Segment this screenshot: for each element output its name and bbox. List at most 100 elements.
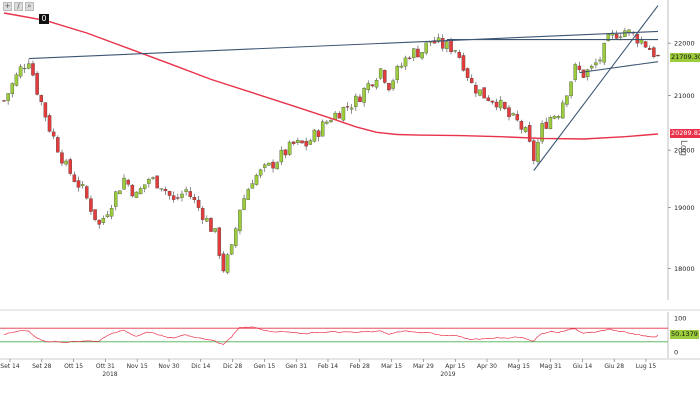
candle-body (482, 87, 486, 99)
x-tick-label: Giu 14 (573, 363, 593, 370)
year-label: 2018 (102, 371, 117, 378)
candle-body (370, 84, 375, 87)
candle-body (308, 140, 313, 145)
x-tick-label: Mar 29 (413, 363, 434, 370)
candle-body (486, 97, 491, 101)
candle-body (279, 149, 284, 163)
candle-body (540, 123, 544, 142)
candle-body (441, 38, 445, 49)
candle-body (250, 183, 255, 189)
candle-body (656, 55, 660, 57)
candle-body (469, 78, 474, 84)
candle-body (300, 140, 304, 144)
candle-body (424, 42, 428, 54)
candle-body (60, 152, 64, 164)
x-tick-label: Gen 15 (254, 363, 276, 370)
candle-body (31, 63, 35, 76)
candle-body (176, 197, 180, 199)
candle-body (114, 191, 118, 207)
candle-body (548, 117, 553, 130)
candle-body (200, 208, 205, 220)
candle-body (316, 130, 321, 137)
candle-body (627, 29, 631, 33)
candle-body (374, 80, 379, 88)
candle-body (403, 57, 408, 67)
candle-body (594, 62, 598, 66)
candle-body (585, 69, 590, 78)
candle-body (383, 70, 387, 83)
y-tick-label: 18000 (674, 265, 695, 273)
candle-body (238, 209, 242, 232)
rsi-line (3, 326, 659, 345)
candle-body (22, 67, 27, 70)
candle-body (109, 208, 114, 217)
candle-body (296, 139, 300, 143)
zoom-icon[interactable]: ⌕ (25, 2, 34, 11)
candle-body (341, 107, 346, 121)
x-tick-label: Mar 15 (381, 363, 402, 370)
candle-body (80, 184, 85, 186)
candle-body (354, 95, 358, 107)
candle-body (565, 95, 569, 105)
candle-body (598, 59, 602, 62)
candle-body (453, 50, 457, 52)
x-tick-label: Lug 15 (636, 363, 657, 370)
candle-body (27, 63, 31, 69)
candle-body (101, 218, 106, 223)
candle-body (89, 198, 93, 212)
trendline (28, 30, 659, 60)
candle-body (283, 149, 288, 156)
x-tick-label: Nov 30 (158, 363, 179, 370)
candle-body (449, 40, 453, 53)
candle-body (395, 66, 399, 81)
candle-body (291, 141, 296, 144)
candle-body (577, 65, 582, 70)
candle-body (39, 95, 44, 103)
candle-body (536, 142, 540, 162)
candle-body (126, 179, 130, 185)
draw-icon[interactable]: / (14, 2, 23, 11)
add-icon[interactable]: + (3, 2, 12, 11)
candle-body (581, 69, 586, 78)
candle-body (602, 42, 606, 63)
x-tick-label: Set 28 (32, 363, 52, 370)
candle-body (614, 34, 619, 39)
rsi-tick-label: 100 (674, 315, 686, 323)
candle-body (51, 131, 56, 137)
candle-body (590, 65, 594, 69)
candle-body (445, 41, 449, 49)
candle-body (478, 89, 482, 96)
candle-body (6, 93, 10, 101)
series-badge[interactable]: 0 (39, 14, 49, 24)
candle-body (221, 253, 226, 272)
candle-body (76, 180, 81, 188)
candle-body (163, 188, 168, 192)
candle-body (234, 228, 238, 246)
ma-value-tag: 20289.8223 (670, 128, 700, 138)
candle-body (511, 113, 515, 116)
x-tick-label: Mag 15 (508, 363, 530, 370)
candle-body (618, 36, 623, 38)
candle-body (68, 159, 72, 174)
candle-body (258, 169, 263, 176)
candle-body (287, 141, 292, 155)
candle-body (184, 189, 188, 192)
rsi-tick-label: 0 (674, 349, 678, 357)
candle-body (56, 137, 60, 153)
x-tick-label: Feb 28 (350, 363, 370, 370)
candle-body (378, 68, 383, 79)
candle-body (142, 184, 147, 189)
candle-body (159, 188, 164, 190)
candle-body (573, 64, 577, 80)
candle-body (2, 100, 6, 102)
candle-body (171, 195, 176, 200)
x-tick-label: Nov 15 (127, 363, 148, 370)
trendline (533, 5, 659, 171)
candle-body (503, 102, 507, 109)
candle-body (465, 68, 470, 78)
candle-body (122, 177, 126, 190)
candle-body (349, 107, 354, 110)
moving-average-line (3, 12, 659, 140)
scale-label[interactable]: Log (678, 140, 688, 157)
